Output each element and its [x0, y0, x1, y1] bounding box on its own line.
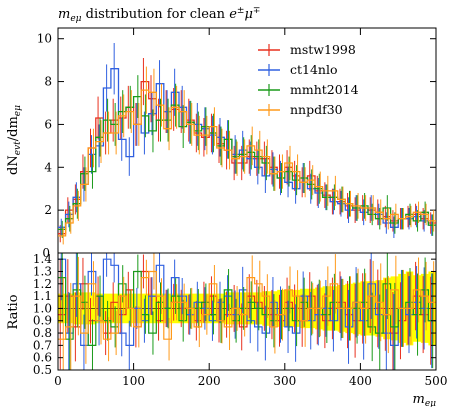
series-step-nnpdf30 [58, 89, 436, 237]
ratio-y-tick-label: 0.6 [33, 351, 52, 365]
ratio-step-nnpdf30 [58, 270, 436, 340]
ratio-y-tick-label: 1.0 [33, 301, 52, 315]
chart-title: meμ distribution for clean e±μ∓ [58, 6, 260, 24]
legend-label-mmht2014: mmht2014 [290, 82, 359, 97]
x-tick-label: 500 [425, 374, 448, 388]
ratio-y-tick-label: 0.5 [33, 363, 52, 377]
x-tick-label: 300 [273, 374, 296, 388]
legend: mstw1998 ct14nlo mmht2014 nnpdf30 [258, 42, 359, 117]
ratio-y-tick-label: 1.3 [33, 264, 52, 278]
ratio-top-tick-label: 0 [42, 246, 50, 260]
legend-label-ct14nlo: ct14nlo [290, 62, 338, 77]
main-y-tick-label: 8 [44, 75, 52, 89]
ratio-y-tick-label: 1.2 [33, 277, 52, 291]
ratio-y-tick-label: 1.1 [33, 289, 52, 303]
ratio-frame [57, 252, 437, 371]
x-tick-label: 400 [349, 374, 372, 388]
x-ticks: 0 100 200 300 400 500 [54, 28, 447, 388]
legend-label-nnpdf30: nnpdf30 [290, 102, 343, 117]
main-y-tick-label: 4 [44, 160, 52, 174]
x-axis-label: meμ [412, 392, 436, 407]
ratio-y-tick-label: 0.9 [33, 314, 52, 328]
ratio-panel: 0.50.60.70.80.91.01.11.21.31.4 0 100 200 30… [33, 28, 447, 388]
ratio-series [58, 253, 436, 370]
legend-label-mstw1998: mstw1998 [290, 42, 356, 57]
main-y-tick-label: 2 [44, 203, 52, 217]
main-y-label: dNevt/dmeμ [6, 105, 23, 175]
ratio-y-ticks: 0.50.60.70.80.91.01.11.21.31.4 [33, 252, 436, 377]
main-y-tick-label: 10 [37, 32, 52, 46]
ratio-y-tick-label: 0.8 [33, 326, 52, 340]
x-tick-label: 100 [122, 374, 145, 388]
ratio-y-label: Ratio [6, 294, 21, 329]
ratio-y-tick-label: 1.4 [33, 252, 52, 266]
x-tick-label: 200 [198, 374, 221, 388]
main-y-tick-label: 6 [44, 117, 52, 131]
main-panel: 2 4 6 8 10 [37, 27, 437, 254]
main-series [58, 43, 436, 245]
main-y-ticks: 2 4 6 8 10 [37, 32, 436, 217]
x-tick-label: 0 [54, 374, 62, 388]
ratio-y-tick-label: 0.7 [33, 338, 52, 352]
